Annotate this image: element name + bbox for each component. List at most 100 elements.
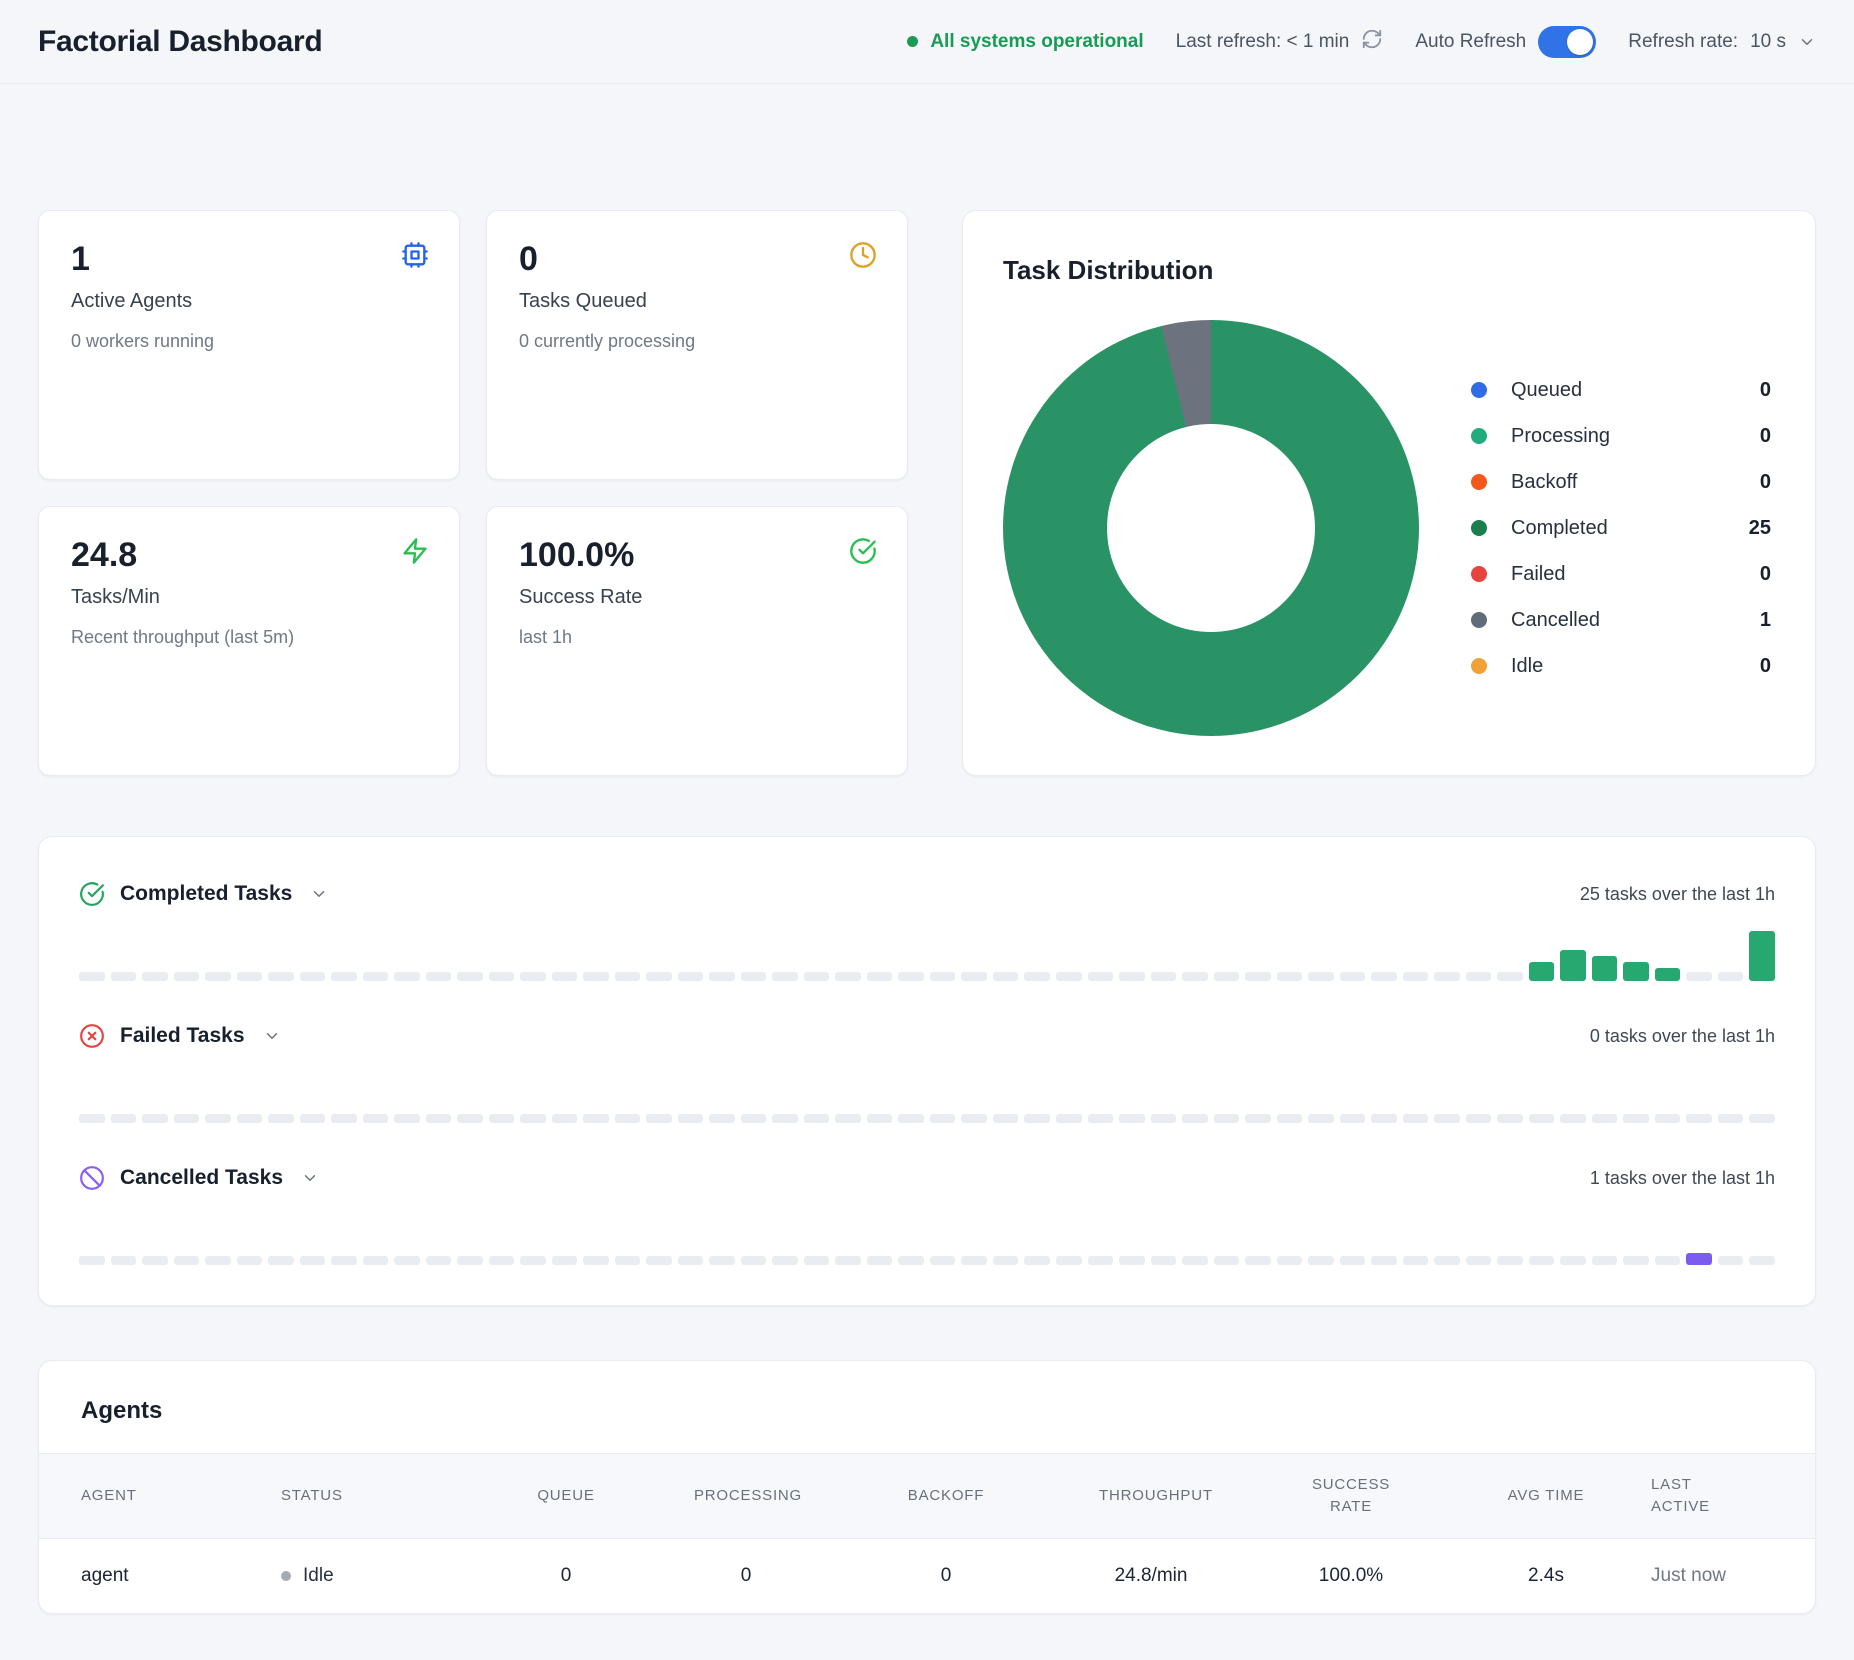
refresh-rate-label: Refresh rate: bbox=[1628, 31, 1738, 53]
legend-item-cancelled: Cancelled1 bbox=[1471, 609, 1771, 632]
task-section-cancelled-tasks: Cancelled Tasks1 tasks over the last 1h bbox=[79, 1165, 1775, 1265]
spark-empty-slot bbox=[1214, 1256, 1240, 1265]
table-header-row: AgentStatusQueueProcessingBackoffThrough… bbox=[39, 1453, 1815, 1539]
legend-label: Queued bbox=[1511, 379, 1582, 402]
legend-value: 0 bbox=[1760, 379, 1771, 402]
stat-card-tasks-queued: 0Tasks Queued0 currently processing bbox=[486, 210, 908, 480]
section-collapse-chevron[interactable] bbox=[301, 1169, 319, 1187]
spark-empty-slot bbox=[583, 972, 609, 981]
spark-empty-slot bbox=[678, 1256, 704, 1265]
spark-empty-slot bbox=[142, 1256, 168, 1265]
spark-empty-slot bbox=[174, 1114, 200, 1123]
spark-bar bbox=[1623, 962, 1649, 981]
spark-empty-slot bbox=[300, 1256, 326, 1265]
stat-card-active-agents: 1Active Agents0 workers running bbox=[38, 210, 460, 480]
section-title: Completed Tasks bbox=[120, 882, 292, 906]
check-circle-icon bbox=[849, 537, 877, 565]
legend-dot-icon bbox=[1471, 520, 1487, 536]
spark-empty-slot bbox=[1151, 1256, 1177, 1265]
spark-empty-slot bbox=[961, 972, 987, 981]
spark-empty-slot bbox=[646, 972, 672, 981]
spark-empty-slot bbox=[646, 1114, 672, 1123]
cell-status: Idle bbox=[281, 1565, 491, 1587]
auto-refresh-toggle[interactable] bbox=[1538, 26, 1596, 58]
spark-empty-slot bbox=[1056, 972, 1082, 981]
spark-empty-slot bbox=[1718, 1114, 1744, 1123]
spark-empty-slot bbox=[1056, 1256, 1082, 1265]
spark-empty-slot bbox=[489, 1114, 515, 1123]
cpu-icon bbox=[401, 241, 429, 269]
cell-processing: 0 bbox=[641, 1565, 851, 1587]
section-title: Failed Tasks bbox=[120, 1024, 245, 1048]
stat-label: Success Rate bbox=[519, 586, 875, 609]
refresh-button[interactable] bbox=[1361, 28, 1383, 56]
spark-empty-slot bbox=[1718, 1256, 1744, 1265]
clock-icon bbox=[849, 241, 877, 269]
spark-empty-slot bbox=[646, 1256, 672, 1265]
spark-empty-slot bbox=[1403, 1256, 1429, 1265]
spark-empty-slot bbox=[79, 972, 105, 981]
spark-empty-slot bbox=[1088, 1256, 1114, 1265]
spark-empty-slot bbox=[1497, 1256, 1523, 1265]
last-refresh-label: Last refresh: < 1 min bbox=[1176, 31, 1350, 53]
spark-empty-slot bbox=[772, 1256, 798, 1265]
spark-empty-slot bbox=[741, 1256, 767, 1265]
spark-empty-slot bbox=[1403, 1114, 1429, 1123]
spark-empty-slot bbox=[741, 1114, 767, 1123]
stat-label: Tasks/Min bbox=[71, 586, 427, 609]
spark-empty-slot bbox=[1434, 972, 1460, 981]
spark-empty-slot bbox=[1560, 1256, 1586, 1265]
spark-empty-slot bbox=[867, 972, 893, 981]
spark-empty-slot bbox=[835, 972, 861, 981]
cell-avg_time: 2.4s bbox=[1441, 1565, 1651, 1587]
task-distribution-panel: Task Distribution Queued0Processing0Back… bbox=[962, 210, 1816, 776]
refresh-icon bbox=[1361, 28, 1383, 50]
legend-item-processing: Processing0 bbox=[1471, 425, 1771, 448]
spark-empty-slot bbox=[930, 1256, 956, 1265]
spark-empty-slot bbox=[1623, 1114, 1649, 1123]
section-collapse-chevron[interactable] bbox=[310, 885, 328, 903]
legend-label: Completed bbox=[1511, 517, 1608, 540]
spark-empty-slot bbox=[1119, 1114, 1145, 1123]
spark-empty-slot bbox=[1245, 972, 1271, 981]
legend-dot-icon bbox=[1471, 382, 1487, 398]
spark-empty-slot bbox=[1182, 1256, 1208, 1265]
stat-value: 1 bbox=[71, 241, 427, 278]
check-circle-icon bbox=[79, 881, 105, 907]
refresh-rate-select[interactable]: Refresh rate: 10 s bbox=[1628, 31, 1816, 53]
stat-value: 24.8 bbox=[71, 537, 427, 574]
spark-empty-slot bbox=[993, 1256, 1019, 1265]
spark-empty-slot bbox=[1686, 1114, 1712, 1123]
spark-empty-slot bbox=[741, 972, 767, 981]
legend-value: 0 bbox=[1760, 563, 1771, 586]
spark-empty-slot bbox=[1497, 972, 1523, 981]
spark-bar bbox=[1560, 950, 1586, 981]
donut-hole bbox=[1107, 424, 1315, 632]
spark-empty-slot bbox=[1497, 1114, 1523, 1123]
spark-empty-slot bbox=[426, 1114, 452, 1123]
system-status: All systems operational bbox=[907, 31, 1143, 53]
section-collapse-chevron[interactable] bbox=[263, 1027, 281, 1045]
legend-dot-icon bbox=[1471, 566, 1487, 582]
spark-empty-slot bbox=[489, 1256, 515, 1265]
spark-empty-slot bbox=[1371, 1256, 1397, 1265]
spark-empty-slot bbox=[1088, 1114, 1114, 1123]
spark-empty-slot bbox=[457, 1114, 483, 1123]
spark-empty-slot bbox=[1466, 972, 1492, 981]
x-circle-icon bbox=[79, 1023, 105, 1049]
spark-empty-slot bbox=[268, 1256, 294, 1265]
status-dot-icon bbox=[281, 1571, 291, 1581]
spark-empty-slot bbox=[426, 1256, 452, 1265]
spark-empty-slot bbox=[489, 972, 515, 981]
legend-item-idle: Idle0 bbox=[1471, 655, 1771, 678]
column-header-success_rate: Success Rate bbox=[1261, 1474, 1441, 1518]
legend-dot-icon bbox=[1471, 658, 1487, 674]
spark-empty-slot bbox=[1340, 1256, 1366, 1265]
spark-empty-slot bbox=[1308, 972, 1334, 981]
sparkline-chart bbox=[79, 929, 1775, 981]
spark-empty-slot bbox=[1434, 1114, 1460, 1123]
column-header-queue: Queue bbox=[491, 1485, 641, 1507]
refresh-rate-value: 10 s bbox=[1750, 31, 1786, 53]
spark-empty-slot bbox=[835, 1114, 861, 1123]
agents-panel: Agents AgentStatusQueueProcessingBackoff… bbox=[38, 1360, 1816, 1614]
